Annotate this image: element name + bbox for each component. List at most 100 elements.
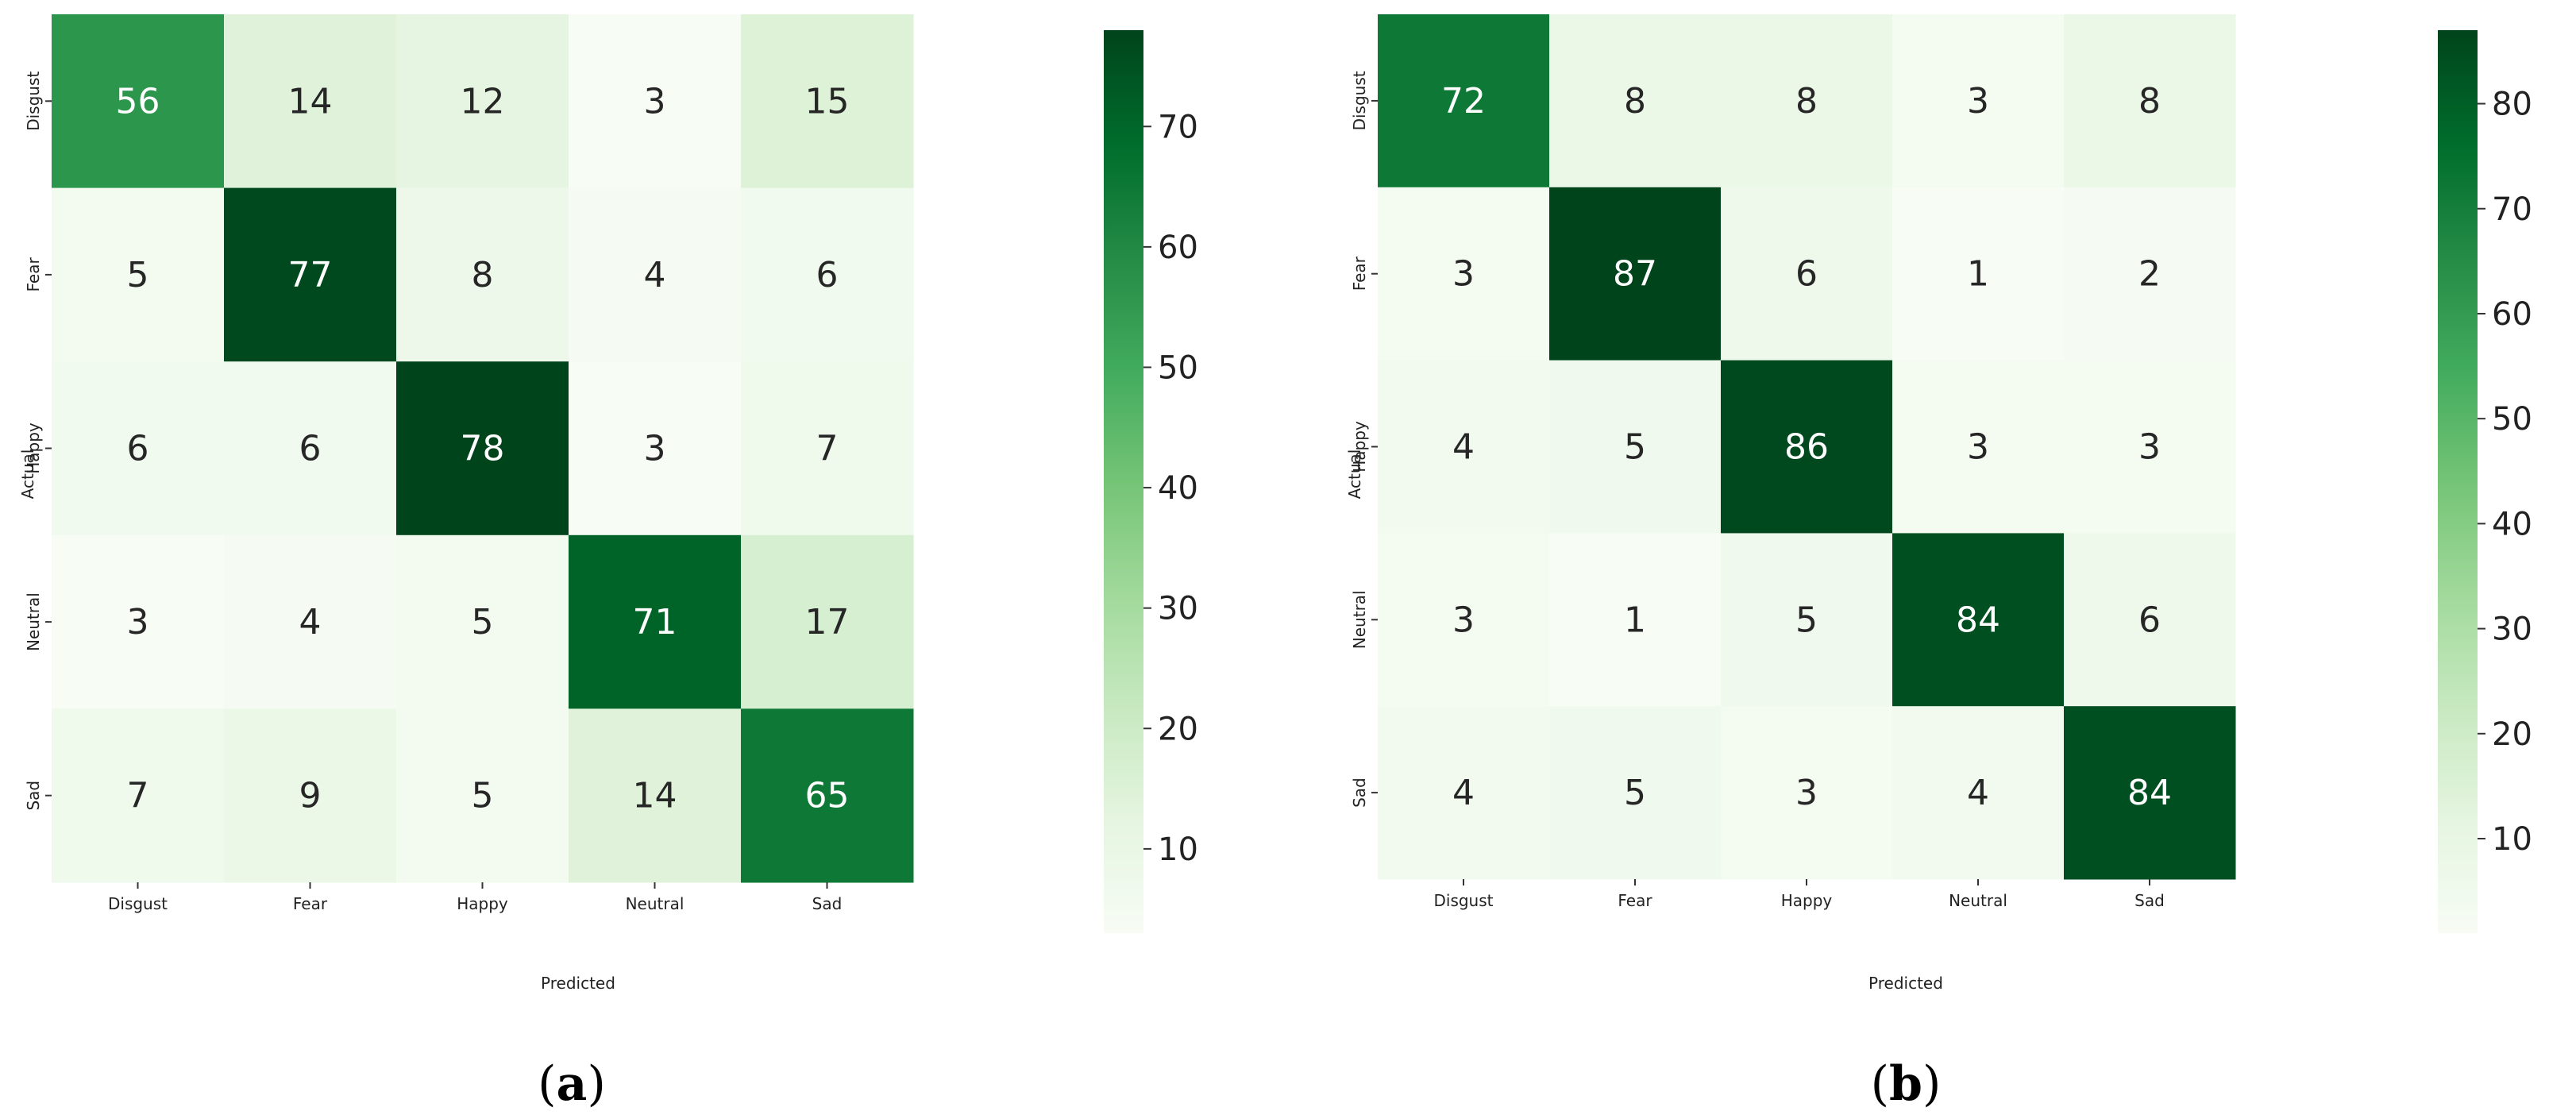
- heatmap-cell: [224, 187, 397, 362]
- heatmap-cell-label: 8: [472, 255, 494, 295]
- heatmap-cell: [741, 361, 914, 536]
- panel-b-colorbar-ticks: 10 20 30 40 50 60 70 80: [2478, 87, 2532, 858]
- colorbar-tick-label: 50: [1158, 349, 1198, 386]
- heatmap-cell: [396, 187, 569, 362]
- colorbar-tick-label: 40: [1158, 470, 1198, 507]
- heatmap-cell-label: 71: [633, 602, 677, 642]
- heatmap-cell-label: 6: [1795, 254, 1818, 295]
- panel-a-x-axis-title: Predicted: [541, 974, 615, 993]
- x-tick-label: Neutral: [1949, 891, 2007, 910]
- heatmap-cell-label: 3: [1967, 427, 1989, 468]
- x-tick-label: Sad: [812, 894, 843, 913]
- panel-a-colorbar: 10 20 30 40 50 60 70: [1104, 30, 1198, 933]
- heatmap-cell: [569, 14, 742, 189]
- colorbar-tick-label: 60: [2492, 296, 2532, 333]
- heatmap-cell-label: 65: [805, 776, 850, 816]
- heatmap-cell: [1892, 14, 2065, 188]
- heatmap-cell-label: 3: [127, 602, 149, 642]
- panel-a-confusion-matrix: 56 14 12 3 15 5 77 8 4 6 6 6 78 3 7 3 4 5 71 17 7 9 5 14 65 Disg…: [18, 14, 1198, 1112]
- panel-a-colorbar-ticks: 10 20 30 40 50 60 70: [1143, 109, 1198, 868]
- colorbar-tick-label: 50: [2492, 401, 2532, 438]
- colorbar-tick-label: 20: [2492, 716, 2532, 753]
- heatmap-cell-label: 12: [461, 81, 505, 122]
- heatmap-cell: [569, 187, 742, 362]
- heatmap-cell-label: 7: [816, 429, 839, 469]
- x-tick-label: Neutral: [626, 894, 684, 913]
- heatmap-cell-label: 5: [127, 255, 149, 295]
- heatmap-cell: [741, 187, 914, 362]
- heatmap-cell-label: 4: [1967, 773, 1989, 813]
- heatmap-cell: [741, 14, 914, 189]
- heatmap-cell: [396, 14, 569, 189]
- colorbar-tick-label: 60: [1158, 230, 1198, 266]
- heatmap-cell-label: 3: [644, 81, 666, 122]
- colorbar-tick-label: 30: [1158, 591, 1198, 627]
- colorbar-tick-label: 70: [2492, 191, 2532, 228]
- heatmap-cell-label: 5: [472, 776, 494, 816]
- y-tick-label: Neutral: [1350, 590, 1369, 649]
- y-tick-label: Neutral: [24, 592, 43, 651]
- heatmap-cell: [396, 534, 569, 709]
- heatmap-cell: [2064, 533, 2236, 707]
- heatmap-cell: [52, 187, 225, 362]
- heatmap-cell: [1721, 187, 1893, 361]
- heatmap-cell-label: 9: [299, 776, 322, 816]
- heatmap-cell: [2064, 14, 2236, 188]
- panel-b-colorbar: 10 20 30 40 50 60 70 80: [2438, 30, 2532, 933]
- heatmap-cell-label: 14: [288, 81, 333, 122]
- heatmap-cell: [2064, 706, 2236, 880]
- heatmap-cell: [52, 708, 225, 883]
- panel-b-cells: 72 8 8 3 8 3 87 6 1 2 4 5 86 3 3 3 1 5 84 6 4 5 3 4 84: [1378, 14, 2236, 880]
- y-tick-label: Happy: [24, 422, 43, 474]
- heatmap-cell-label: 5: [1624, 773, 1646, 813]
- panel-b-x-ticks: Disgust Fear Happy Neutral Sad: [1433, 879, 2165, 910]
- panel-b-confusion-matrix: 72 8 8 3 8 3 87 6 1 2 4 5 86 3 3 3 1 5 84 6 4 5 3 4 84 Disgust Fe…: [1345, 14, 2532, 1112]
- panel-a-y-ticks: Disgust Fear Happy Neutral Sad: [24, 71, 52, 811]
- heatmap-cell: [396, 361, 569, 536]
- y-tick-label: Fear: [24, 257, 43, 292]
- heatmap-cell-label: 6: [127, 429, 149, 469]
- colorbar-tick-label: 80: [2492, 87, 2532, 123]
- y-tick-label: Disgust: [24, 71, 43, 131]
- panel-b-y-ticks: Disgust Fear Happy Neutral Sad: [1350, 71, 1378, 808]
- panel-a-x-ticks: Disgust Fear Happy Neutral Sad: [108, 882, 842, 913]
- panel-a-colorbar-gradient: [1104, 30, 1143, 933]
- heatmap-cell: [569, 708, 742, 883]
- y-tick-label: Sad: [24, 781, 43, 811]
- heatmap-cell: [1892, 706, 2065, 880]
- heatmap-cell: [741, 708, 914, 883]
- heatmap-cell: [1378, 187, 1550, 361]
- heatmap-cell-label: 5: [1624, 427, 1646, 468]
- x-tick-label: Disgust: [1433, 891, 1493, 910]
- heatmap-cell: [1892, 533, 2065, 707]
- heatmap-cell: [741, 534, 914, 709]
- panel-a-y-axis-title: Actual: [18, 449, 37, 500]
- heatmap-cell: [52, 361, 225, 536]
- heatmap-cell-label: 72: [1441, 81, 1486, 122]
- heatmap-cell-label: 77: [288, 255, 333, 295]
- heatmap-cell-label: 7: [127, 776, 149, 816]
- heatmap-cell-label: 8: [1795, 81, 1818, 122]
- heatmap-cell: [1549, 533, 1722, 707]
- x-tick-label: Sad: [2134, 891, 2165, 910]
- panel-a-cells: 56 14 12 3 15 5 77 8 4 6 6 6 78 3 7 3 4 5 71 17 7 9 5 14 65: [52, 14, 914, 883]
- heatmap-cell-label: 1: [1624, 600, 1646, 640]
- heatmap-cell-label: 87: [1613, 254, 1657, 295]
- heatmap-cell-label: 3: [1967, 81, 1989, 122]
- heatmap-cell-label: 3: [1452, 600, 1475, 640]
- heatmap-cell: [1892, 360, 2065, 534]
- heatmap-cell: [224, 534, 397, 709]
- heatmap-cell-label: 78: [461, 429, 505, 469]
- heatmap-cell: [1721, 706, 1893, 880]
- heatmap-cell: [2064, 360, 2236, 534]
- heatmap-cell: [1549, 14, 1722, 188]
- heatmap-cell-label: 56: [116, 81, 160, 122]
- heatmap-cell: [1378, 360, 1550, 534]
- y-tick-label: Sad: [1350, 777, 1369, 808]
- x-tick-label: Disgust: [108, 894, 168, 913]
- x-tick-label: Happy: [457, 894, 508, 913]
- heatmap-cell: [1378, 14, 1550, 188]
- panel-b-colorbar-gradient: [2438, 30, 2478, 933]
- heatmap-cell: [1721, 533, 1893, 707]
